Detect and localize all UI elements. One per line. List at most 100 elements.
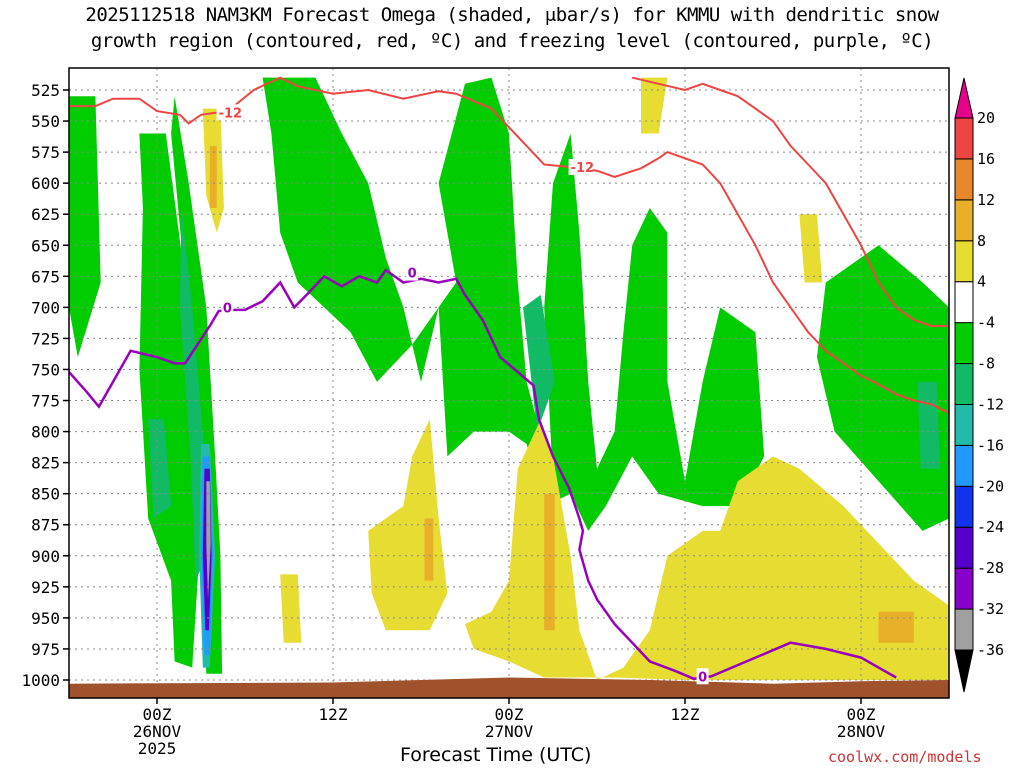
y-tick-label-650: 650 [31,236,60,255]
y-tick-label-925: 925 [31,578,60,597]
omega-region-4 [817,245,949,531]
freezing-label-2: 0 [698,670,707,685]
colorbar-label-6: -12 [977,395,1004,413]
y-tick-label-750: 750 [31,360,60,379]
y-tick-label-600: 600 [31,174,60,193]
y-tick-label-800: 800 [31,423,60,442]
omega-region-0 [69,96,101,358]
colorbar-label-2: -28 [977,559,1004,577]
omega-region-1 [139,133,200,668]
colorbar-label-13: 20 [977,109,995,127]
colorbar-label-3: -24 [977,518,1004,536]
colorbar-label-5: -16 [977,436,1004,454]
colorbar-box-9 [954,240,974,283]
dgz-contour-line-0 [69,76,949,414]
omega-region-17 [799,214,823,283]
chart-title-line2: growth region (contoured, red, ºC) and f… [90,30,934,52]
plot-area [69,68,949,698]
x-tick-label-0-0: 00Z [143,705,172,724]
freezing-label-bg-1 [406,264,419,281]
omega-region-3 [262,77,765,531]
freezing-label-bg-0 [221,299,234,316]
colorbar-box-3 [954,485,974,528]
x-tick-label-40-0: 00Z [847,705,876,724]
dgz-contour-line-1 [631,76,949,327]
omega-region-16 [465,419,949,680]
y-tick-label-875: 875 [31,516,60,535]
contour-labels: -12 -12 0 0 0 [216,104,709,685]
y-tick-label-975: 975 [31,640,60,659]
y-tick-label-900: 900 [31,547,60,566]
x-tick-label-20-0: 00Z [495,705,524,724]
y-tick-label-725: 725 [31,329,60,348]
colorbar-box-7 [954,322,974,365]
gridlines [69,68,949,698]
x-axis-title: Forecast Time (UTC) [400,744,592,766]
colorbar-box-10 [954,199,974,242]
colorbar-box-8 [954,281,974,324]
omega-region-8 [917,381,941,469]
x-tick-label-0-1: 26NOV [133,722,182,741]
colorbar-label-10: 8 [977,232,986,250]
omega-region-20 [544,493,555,631]
dgz-label-1: -12 [571,161,595,176]
y-tick-label-575: 575 [31,143,60,162]
colorbar-label-8: -4 [977,314,995,332]
colorbar-label-4: -20 [977,477,1004,495]
x-tick-label-10-0: 12Z [319,705,348,724]
y-tick-label-850: 850 [31,485,60,504]
colorbar-box-12 [954,117,974,160]
x-tick-label-30-0: 12Z [671,705,700,724]
omega-region-19 [209,145,217,208]
colorbar-bottom-arrow [954,649,974,693]
omega-shading [69,77,949,680]
y-tick-label-625: 625 [31,205,60,224]
freezing-label-0: 0 [223,301,232,316]
y-tick-label-950: 950 [31,609,60,628]
colorbar-label-9: 4 [977,273,986,291]
colorbar-label-11: 12 [977,191,995,209]
y-tick-label-675: 675 [31,267,60,286]
colorbar-box-4 [954,444,974,487]
y-tick-label-525: 525 [31,81,60,100]
freezing-level-line [69,268,897,681]
omega-region-5 [179,208,207,581]
y-axis: 525 550 575 600 625 650 675 700 725 750 775 800 825 8… [21,81,69,690]
dgz-label-bg-0 [216,104,241,121]
colorbar-label-1: -32 [977,600,1004,618]
colorbar-label-0: -36 [977,641,1004,659]
colorbar-box-0 [954,608,974,651]
chart-title-line1: 2025112518 NAM3KM Forecast Omega (shaded… [85,4,939,26]
y-tick-label-550: 550 [31,112,60,131]
colorbar-box-5 [954,403,974,446]
omega-region-14 [280,574,302,643]
colorbar-top-arrow [954,77,974,119]
y-tick-label-775: 775 [31,392,60,411]
colorbar: -36 -32 -28 -24 -20 -16 -12 -8 -4 4 8 12 16 20 [954,77,1004,693]
colorbar-box-6 [954,363,974,405]
y-tick-label-825: 825 [31,454,60,473]
omega-region-21 [424,518,434,581]
ground-fill [69,677,949,698]
freezing-label-1: 0 [408,267,417,282]
colorbar-box-2 [954,526,974,569]
colorbar-box-11 [954,158,974,201]
y-tick-label-700: 700 [31,298,60,317]
freezing-label-bg-2 [696,668,709,685]
x-tick-label-0-2: 2025 [138,739,177,758]
dgz-label-0: -12 [219,106,243,121]
colorbar-label-12: 16 [977,150,995,168]
credit-link[interactable]: coolwx.com/models [828,748,982,766]
omega-region-22 [878,611,914,643]
colorbar-box-1 [954,567,974,610]
contour-lines [69,76,949,681]
omega-region-7 [523,294,555,432]
y-tick-label-1000: 1000 [21,671,60,690]
colorbar-label-7: -8 [977,355,995,373]
ground-terrain [69,677,949,698]
x-tick-label-40-1: 28NOV [837,722,886,741]
omega-region-12 [206,481,211,600]
x-tick-label-20-1: 27NOV [485,722,534,741]
